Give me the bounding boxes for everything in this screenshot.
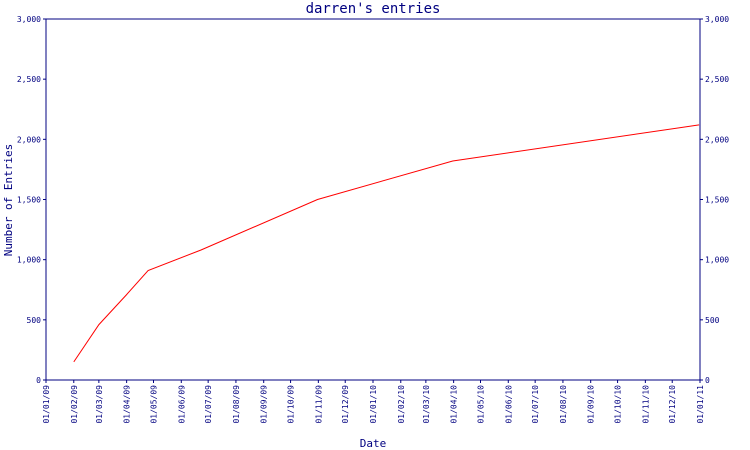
x-tick-label: 01/08/10 bbox=[559, 385, 568, 424]
left-y-tick-label: 500 bbox=[27, 316, 42, 325]
x-tick-label: 01/02/09 bbox=[70, 385, 79, 424]
x-tick-label: 01/11/09 bbox=[314, 385, 323, 424]
right-y-tick-label: 3,000 bbox=[705, 15, 729, 24]
right-y-tick-label: 1,000 bbox=[705, 256, 729, 265]
right-y-axis: 0 500 1,000 1,500 2,000 2,500 3,000 bbox=[700, 15, 729, 385]
left-y-axis: 0 500 1,000 1,500 2,000 2,500 3,000 bbox=[17, 15, 46, 385]
right-y-tick-label: 1,500 bbox=[705, 196, 729, 205]
left-y-tick-label: 1,500 bbox=[17, 196, 41, 205]
x-axis-label: Date bbox=[360, 437, 387, 450]
x-tick-label: 01/12/09 bbox=[341, 385, 350, 424]
plot-frame bbox=[45, 18, 701, 381]
x-tick-label: 01/04/09 bbox=[123, 385, 132, 424]
x-tick-label: 01/12/10 bbox=[668, 385, 677, 424]
right-y-tick-label: 500 bbox=[705, 316, 720, 325]
x-tick-label: 01/08/09 bbox=[232, 385, 241, 424]
x-tick-label: 01/05/10 bbox=[477, 385, 486, 424]
y-axis-label: Number of Entries bbox=[2, 144, 15, 257]
right-y-tick-label: 2,000 bbox=[705, 135, 729, 144]
x-tick-label: 01/01/10 bbox=[369, 385, 378, 424]
left-y-tick-label: 0 bbox=[36, 376, 41, 385]
x-tick-label: 01/10/09 bbox=[287, 385, 296, 424]
x-tick-label: 01/06/10 bbox=[504, 385, 513, 424]
x-tick-label: 01/07/10 bbox=[531, 385, 540, 424]
left-y-tick-label: 1,000 bbox=[17, 256, 41, 265]
x-tick-label: 01/07/09 bbox=[204, 385, 213, 424]
right-y-tick-label: 2,500 bbox=[705, 75, 729, 84]
x-tick-label: 01/10/10 bbox=[614, 385, 623, 424]
x-tick-label: 01/09/09 bbox=[260, 385, 269, 424]
chart-title: darren's entries bbox=[306, 1, 441, 17]
x-tick-label: 01/06/09 bbox=[177, 385, 186, 424]
series-line bbox=[73, 124, 700, 363]
left-y-tick-label: 2,500 bbox=[17, 75, 41, 84]
x-tick-label: 01/11/10 bbox=[641, 385, 650, 424]
x-tick-label: 01/05/09 bbox=[150, 385, 159, 424]
x-tick-label: 01/04/10 bbox=[450, 385, 459, 424]
right-y-tick-label: 0 bbox=[705, 376, 710, 385]
x-tick-label: 01/02/10 bbox=[397, 385, 406, 424]
left-y-tick-label: 2,000 bbox=[17, 135, 41, 144]
series-layer bbox=[73, 124, 700, 363]
x-tick-label: 01/09/10 bbox=[587, 385, 596, 424]
left-y-tick-label: 3,000 bbox=[17, 15, 41, 24]
x-axis: 01/01/09 01/02/09 01/03/09 01/04/09 01/05/09… bbox=[42, 380, 705, 424]
x-tick-label: 01/01/09 bbox=[42, 385, 51, 424]
x-tick-label: 01/03/10 bbox=[422, 385, 431, 424]
x-tick-label: 01/01/11 bbox=[696, 385, 705, 424]
x-tick-label: 01/03/09 bbox=[95, 385, 104, 424]
